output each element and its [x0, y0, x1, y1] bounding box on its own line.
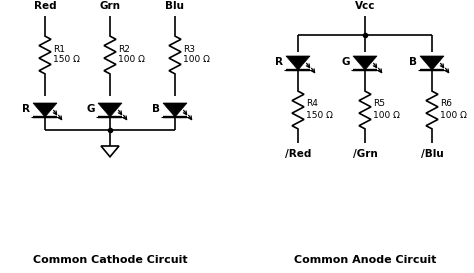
Polygon shape	[33, 103, 57, 117]
Text: Blu: Blu	[165, 1, 184, 11]
Text: Red: Red	[34, 1, 56, 11]
Text: Common Cathode Circuit: Common Cathode Circuit	[33, 255, 187, 265]
Text: 100 Ω: 100 Ω	[118, 55, 145, 64]
Text: G: G	[341, 57, 350, 67]
Text: Grn: Grn	[100, 1, 120, 11]
Text: R: R	[22, 104, 30, 114]
Text: 150 Ω: 150 Ω	[306, 111, 333, 120]
Text: R1: R1	[53, 44, 65, 54]
Polygon shape	[163, 103, 187, 117]
Text: R2: R2	[118, 44, 130, 54]
Text: /Grn: /Grn	[353, 149, 377, 159]
Text: 100 Ω: 100 Ω	[373, 111, 400, 120]
Polygon shape	[420, 56, 444, 70]
Text: R6: R6	[440, 99, 452, 108]
Text: Common Anode Circuit: Common Anode Circuit	[294, 255, 436, 265]
Text: R3: R3	[183, 44, 195, 54]
Polygon shape	[101, 146, 119, 157]
Text: /Blu: /Blu	[420, 149, 443, 159]
Text: R: R	[275, 57, 283, 67]
Polygon shape	[353, 56, 377, 70]
Text: R5: R5	[373, 99, 385, 108]
Text: G: G	[86, 104, 95, 114]
Polygon shape	[98, 103, 122, 117]
Text: B: B	[409, 57, 417, 67]
Polygon shape	[286, 56, 310, 70]
Text: 100 Ω: 100 Ω	[440, 111, 467, 120]
Text: B: B	[152, 104, 160, 114]
Text: 100 Ω: 100 Ω	[183, 55, 210, 64]
Text: /Red: /Red	[285, 149, 311, 159]
Text: R4: R4	[306, 99, 318, 108]
Text: Vcc: Vcc	[355, 1, 375, 11]
Text: 150 Ω: 150 Ω	[53, 55, 80, 64]
